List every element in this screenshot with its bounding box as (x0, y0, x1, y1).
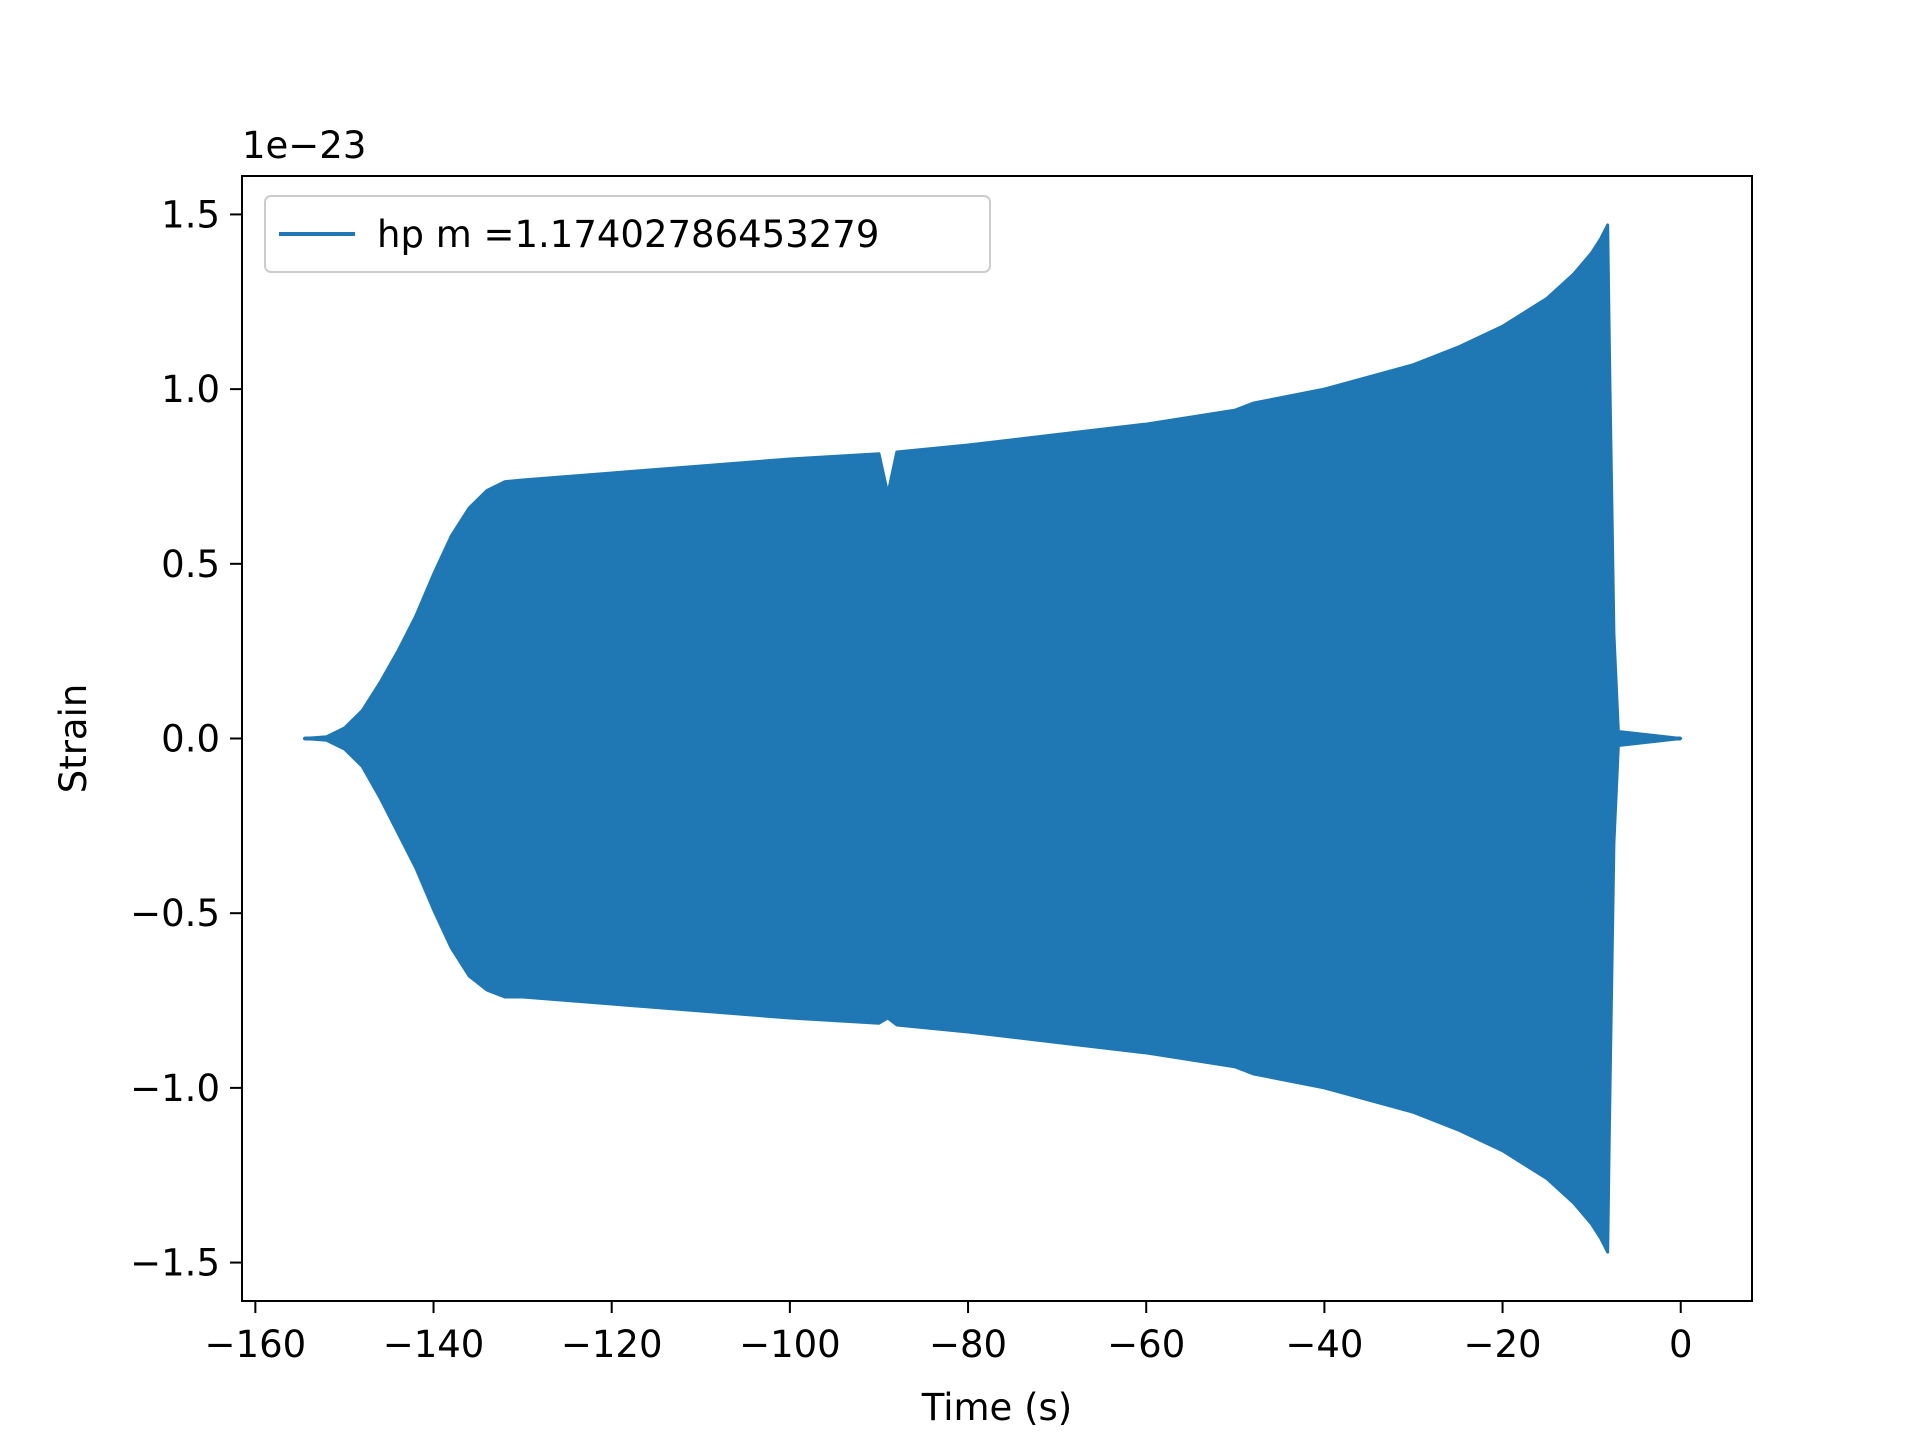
x-tick-label: −80 (929, 1323, 1007, 1366)
y-tick-label: −0.5 (130, 892, 220, 935)
x-tick-label: −140 (383, 1323, 485, 1366)
plot-area (302, 223, 1683, 1254)
y-tick-label: −1.0 (130, 1067, 220, 1110)
legend-label-0: hp m =1.17402786453279 (377, 213, 879, 256)
x-axis-title: Time (s) (921, 1386, 1072, 1429)
x-tick-label: −60 (1107, 1323, 1185, 1366)
x-tick-label: −100 (739, 1323, 841, 1366)
legend-box (264, 195, 991, 273)
y-axis-multiplier: 1e−23 (242, 124, 366, 167)
x-tick-label: −40 (1285, 1323, 1363, 1366)
y-tick-label: −1.5 (130, 1242, 220, 1285)
y-tick-label: 0.5 (161, 543, 220, 586)
x-tick-label: −20 (1464, 1323, 1542, 1366)
axes: −160 −140 −120 −100 −80 −60 −40 −20 0 −1.5 −1.0 −0.… (130, 175, 1753, 1366)
x-tick-label: 0 (1669, 1323, 1693, 1366)
y-tick-label: 1.0 (161, 368, 220, 411)
y-tick-label: 1.5 (161, 193, 220, 236)
x-tick-label: −160 (205, 1323, 307, 1366)
y-tick-label: 0.0 (161, 718, 220, 761)
x-tick-label: −120 (561, 1323, 663, 1366)
y-axis-title: Strain (52, 684, 95, 794)
legend: hp m =1.17402786453279 (264, 195, 991, 273)
